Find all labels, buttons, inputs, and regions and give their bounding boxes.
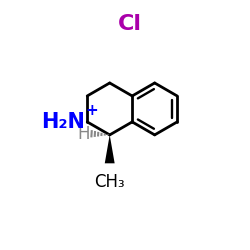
Polygon shape: [105, 135, 115, 163]
Text: CH₃: CH₃: [94, 173, 125, 191]
Text: +: +: [86, 103, 98, 118]
Text: H₂N: H₂N: [41, 112, 85, 132]
Text: H: H: [78, 125, 90, 143]
Text: Cl: Cl: [118, 14, 142, 34]
